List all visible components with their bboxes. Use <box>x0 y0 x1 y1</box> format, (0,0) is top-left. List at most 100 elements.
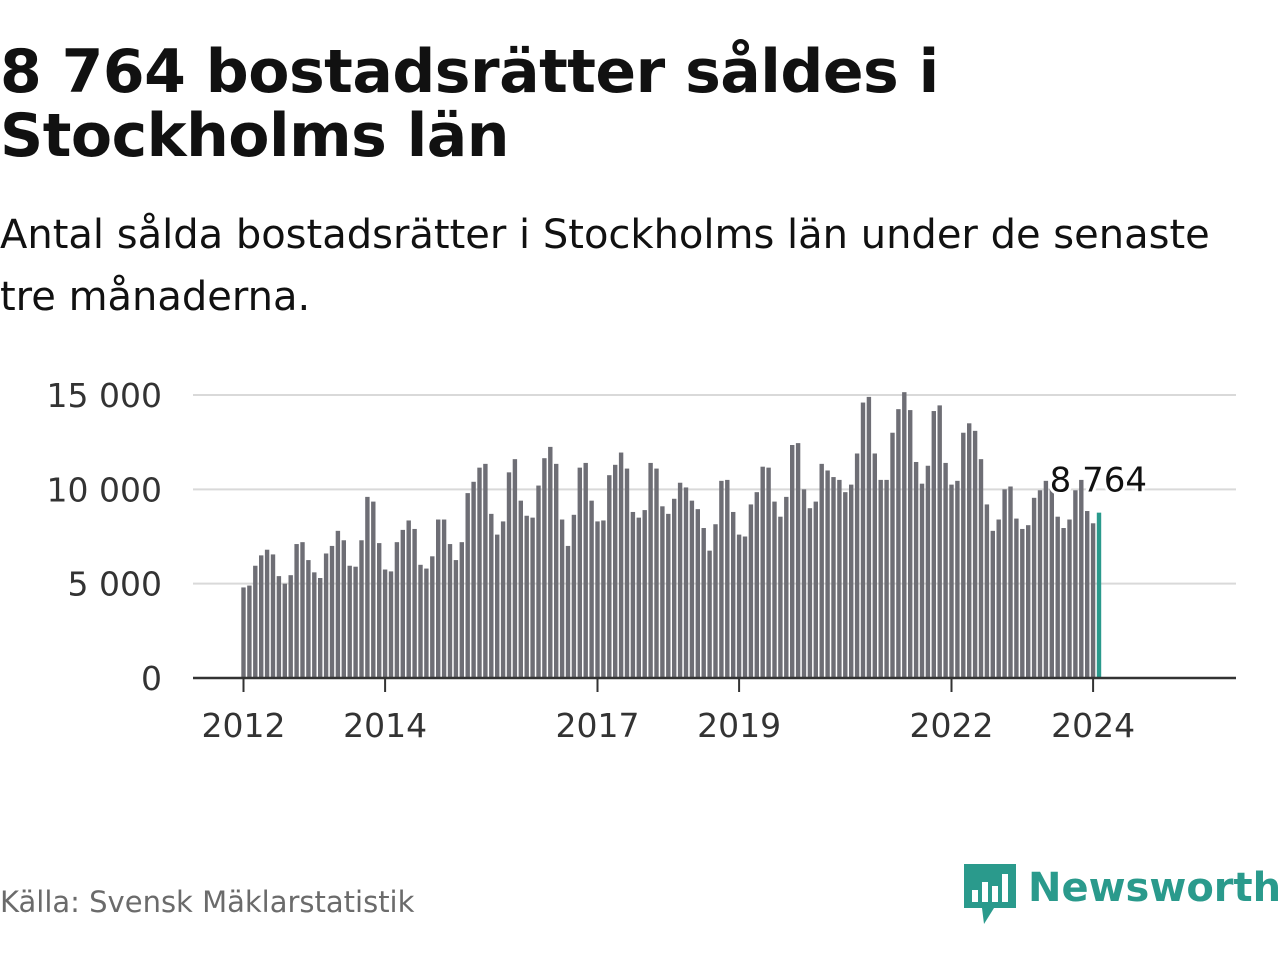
bar <box>955 480 960 678</box>
bar <box>742 536 748 678</box>
bar <box>843 492 848 678</box>
x-axis <box>193 676 1236 692</box>
bar <box>589 500 594 678</box>
bar <box>831 477 836 678</box>
bar <box>642 510 647 678</box>
bar <box>878 479 883 678</box>
x-tick-label: 2017 <box>556 706 640 745</box>
bar <box>854 453 860 678</box>
bar <box>430 556 435 678</box>
bar <box>902 392 907 678</box>
bar <box>872 453 877 678</box>
newsworthy-logo-icon <box>964 864 1016 924</box>
bar <box>359 540 364 678</box>
bar <box>1043 480 1049 678</box>
bar <box>329 545 335 678</box>
bar <box>666 513 671 678</box>
latest-value-label: 8 764 <box>1050 461 1147 501</box>
bar <box>306 560 311 678</box>
bar <box>660 506 665 678</box>
bar <box>554 463 559 678</box>
bar <box>323 553 329 678</box>
bar <box>335 530 341 678</box>
bar <box>377 543 382 678</box>
x-tick-label: 2012 <box>202 706 286 745</box>
bar <box>441 519 447 678</box>
bar <box>636 517 641 678</box>
bar <box>294 544 299 678</box>
bar <box>276 576 282 678</box>
bar <box>1020 528 1025 678</box>
bar <box>371 501 376 678</box>
bars <box>241 392 1102 678</box>
bar <box>353 566 358 678</box>
bar <box>624 468 630 678</box>
bar <box>571 514 577 678</box>
bar <box>270 554 276 678</box>
bar <box>436 519 441 678</box>
bar <box>1061 528 1066 678</box>
bar <box>707 550 712 678</box>
bar <box>312 572 317 678</box>
bar <box>807 508 813 678</box>
bar <box>713 524 718 678</box>
bar <box>483 463 488 678</box>
bar <box>837 479 842 678</box>
bar <box>536 485 541 678</box>
bar <box>866 396 872 678</box>
y-tick-label: 5 000 <box>68 565 162 604</box>
bar <box>1079 479 1084 678</box>
bar <box>925 465 931 678</box>
bar <box>1008 486 1013 678</box>
bar <box>365 496 370 678</box>
bar <box>524 515 529 678</box>
y-axis-labels: 0 5 000 10 000 15 000 <box>47 376 162 698</box>
bar <box>288 575 293 678</box>
bar <box>996 519 1001 678</box>
bar <box>701 528 706 678</box>
bar <box>259 555 264 678</box>
bar <box>890 432 895 678</box>
bar <box>778 516 783 678</box>
bar <box>819 463 824 678</box>
bar <box>860 402 866 678</box>
bar <box>394 542 400 678</box>
bar <box>406 520 411 678</box>
bar <box>565 545 571 678</box>
bar <box>784 496 789 678</box>
bar <box>913 461 919 678</box>
y-tick-label: 0 <box>141 659 162 698</box>
bar <box>506 472 512 678</box>
bar <box>459 542 464 678</box>
bar <box>766 467 771 678</box>
bar <box>654 468 659 678</box>
bar <box>500 521 506 678</box>
bar <box>559 519 565 678</box>
source-note: Källa: Svensk Mäklarstatistik <box>0 885 415 919</box>
bar <box>961 432 966 678</box>
bar <box>648 462 653 678</box>
bar <box>1014 518 1019 678</box>
bar <box>1026 525 1031 678</box>
bar <box>896 409 901 678</box>
bar <box>282 583 287 678</box>
bar <box>1085 511 1090 678</box>
bar <box>388 571 394 678</box>
bar <box>801 489 807 678</box>
bar <box>400 529 405 678</box>
bar <box>595 521 600 678</box>
bar <box>967 423 972 678</box>
bar <box>748 504 754 678</box>
x-tick-label: 2024 <box>1051 706 1135 745</box>
bar <box>518 500 523 678</box>
bar <box>495 534 500 678</box>
bar <box>601 520 606 678</box>
bar <box>943 462 948 678</box>
bar <box>719 480 724 678</box>
bar <box>1037 490 1043 678</box>
bar <box>949 484 954 678</box>
bar <box>984 504 990 678</box>
bar <box>760 466 765 678</box>
bar-highlight <box>1096 512 1102 678</box>
